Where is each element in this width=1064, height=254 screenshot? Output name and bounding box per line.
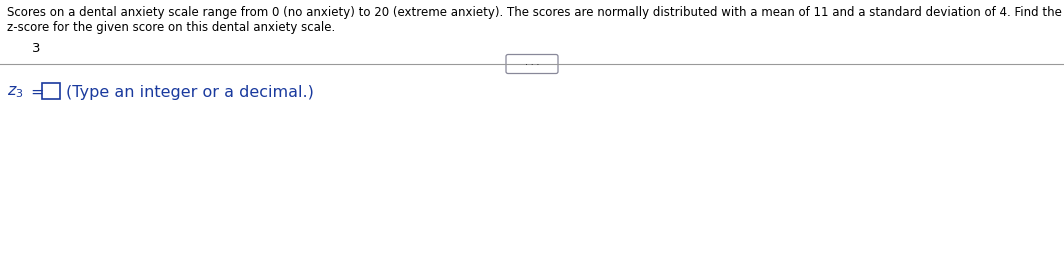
FancyBboxPatch shape [41, 84, 60, 100]
FancyBboxPatch shape [506, 55, 558, 74]
Text: =: = [30, 84, 44, 99]
Text: 3: 3 [32, 42, 40, 55]
Text: · · ·: · · · [525, 60, 539, 69]
Text: (Type an integer or a decimal.): (Type an integer or a decimal.) [66, 84, 314, 99]
Text: Scores on a dental anxiety scale range from 0 (no anxiety) to 20 (extreme anxiet: Scores on a dental anxiety scale range f… [7, 6, 1062, 19]
Text: z-score for the given score on this dental anxiety scale.: z-score for the given score on this dent… [7, 21, 335, 34]
Text: $z_3$: $z_3$ [7, 84, 23, 100]
